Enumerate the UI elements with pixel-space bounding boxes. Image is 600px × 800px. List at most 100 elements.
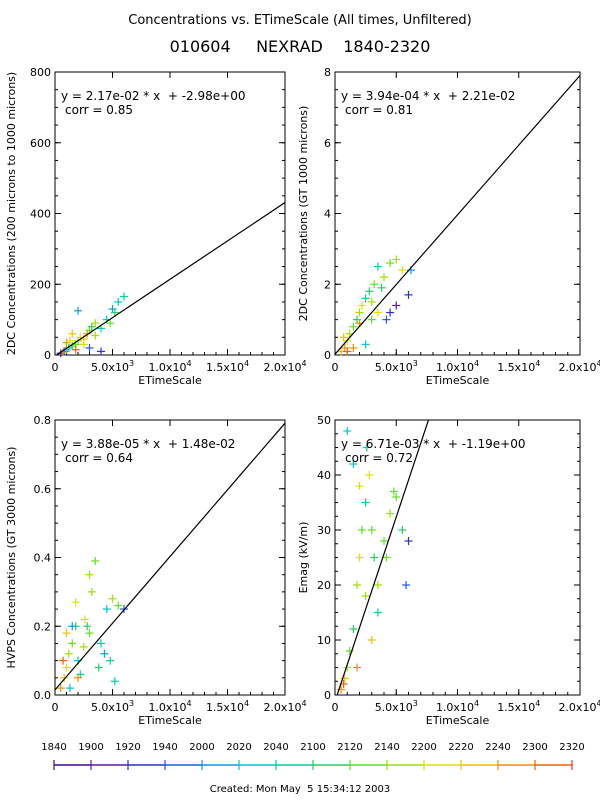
x-tick-label: 0 [52, 701, 59, 714]
y-tick-label: 4 [324, 208, 331, 221]
data-point [339, 333, 348, 342]
data-point [68, 639, 77, 648]
data-point [65, 336, 74, 345]
data-point [114, 601, 123, 610]
data-point [392, 255, 401, 264]
x-tick-label: 5.0x103 [375, 359, 418, 374]
fit-equation: y = 3.94e-04 * x + 2.21e-02 [341, 89, 515, 103]
y-tick-label: 0.2 [34, 620, 52, 633]
data-point [114, 297, 123, 306]
data-point [85, 570, 94, 579]
data-point [62, 663, 71, 672]
colorbar-label: 2020 [226, 742, 251, 753]
data-point [110, 308, 119, 317]
x-tick-label: 1.5x104 [206, 359, 249, 374]
data-point [62, 629, 71, 638]
fit-equation: y = 2.17e-02 * x + -2.98e+00 [61, 89, 245, 103]
data-point [79, 340, 88, 349]
figure-subtitle: 010604 NEXRAD 1840-2320 [170, 37, 431, 56]
data-point [60, 673, 69, 682]
y-tick-label: 6 [324, 137, 331, 150]
colorbar-label: 1900 [78, 742, 103, 753]
colorbar-label: 2240 [485, 742, 510, 753]
fit-equation: y = 3.88e-05 * x + 1.48e-02 [61, 437, 235, 451]
x-tick-label: 1.0x104 [148, 699, 191, 714]
data-point [367, 315, 376, 324]
panel-2: 0 2 4 6 8 0 5.0x103 1.0x104 1.5x104 2.0x104 ETimeS… [297, 66, 600, 387]
regression-line [56, 202, 285, 355]
y-tick-label: 2 [324, 278, 331, 291]
data-point [367, 526, 376, 534]
data-point [74, 306, 82, 315]
regression-line [55, 422, 285, 691]
y-tick-label: 30 [317, 524, 331, 537]
data-point [398, 266, 407, 275]
data-point [361, 294, 370, 303]
data-point [85, 343, 94, 352]
data-point [349, 460, 358, 468]
x-axis-label: ETimeScale [426, 374, 490, 387]
data-point [392, 493, 401, 501]
colorbar-label: 2220 [448, 742, 473, 753]
figure-title: Concentrations vs. ETimeScale (All times… [128, 13, 472, 28]
data-point [91, 331, 100, 340]
data-point [361, 592, 370, 600]
data-point [367, 636, 376, 644]
y-tick-label: 8 [324, 66, 331, 79]
x-tick-label: 1.5x104 [497, 359, 540, 374]
x-tick-label: 2.0x104 [558, 699, 600, 714]
y-tick-label: 200 [30, 278, 51, 291]
data-point [373, 608, 382, 617]
data-point [353, 581, 362, 589]
data-point [65, 684, 74, 693]
data-point [74, 673, 82, 682]
y-tick-label: 0 [324, 689, 331, 702]
data-point [398, 526, 407, 534]
x-tick-label: 1.0x104 [148, 359, 191, 374]
x-tick-label: 1.5x104 [206, 699, 249, 714]
data-point [106, 319, 115, 328]
colorbar-label: 2140 [374, 742, 399, 753]
data-point [404, 290, 413, 299]
data-point [71, 598, 80, 607]
y-tick-label: 0 [324, 349, 331, 362]
x-tick-label: 0 [52, 361, 59, 374]
y-tick-label: 0 [44, 349, 51, 362]
y-tick-label: 0.4 [34, 552, 52, 565]
y-axis-label: 2DC Concentrations (GT 1000 microns) [297, 106, 310, 322]
panel-4: 0 10 20 30 40 50 0 5.0x103 1.0x104 1.5x104 2.0x104… [297, 414, 600, 727]
regression-line [335, 75, 580, 355]
x-tick-label: 5.0x103 [375, 699, 418, 714]
colorbar-label: 2100 [300, 742, 325, 753]
x-tick-label: 1.5x104 [497, 699, 540, 714]
data-point [94, 663, 103, 672]
data-point [97, 347, 105, 356]
correlation-label: corr = 0.81 [345, 103, 413, 117]
y-tick-label: 0.6 [34, 483, 52, 496]
data-point [377, 283, 386, 292]
colorbar-label: 1920 [115, 742, 140, 753]
data-point [380, 273, 388, 282]
x-tick-label: 5.0x103 [91, 359, 134, 374]
data-point [386, 308, 395, 317]
x-tick-label: 2.0x104 [263, 699, 306, 714]
y-tick-label: 20 [317, 579, 331, 592]
data-point [97, 639, 105, 648]
data-point [370, 280, 379, 289]
data-point [386, 509, 395, 518]
panel-3: 0.0 0.2 0.4 0.6 0.8 0 5.0x103 1.0x104 1.5x104 2.0… [5, 414, 307, 727]
regression-line [336, 420, 430, 695]
colorbar-label: 2200 [411, 742, 436, 753]
y-tick-label: 800 [30, 66, 51, 79]
y-axis-label: HVPS Concentrations (GT 3000 microns) [5, 447, 18, 669]
data-point [365, 471, 374, 479]
data-point [343, 427, 352, 435]
y-axis-label: 2DC Concentrations (200 microns to 1000 … [5, 72, 18, 355]
data-point [349, 322, 358, 331]
data-point [392, 301, 401, 310]
x-tick-label: 1.0x104 [436, 699, 479, 714]
data-point [361, 340, 370, 349]
y-tick-label: 0.8 [34, 414, 52, 427]
